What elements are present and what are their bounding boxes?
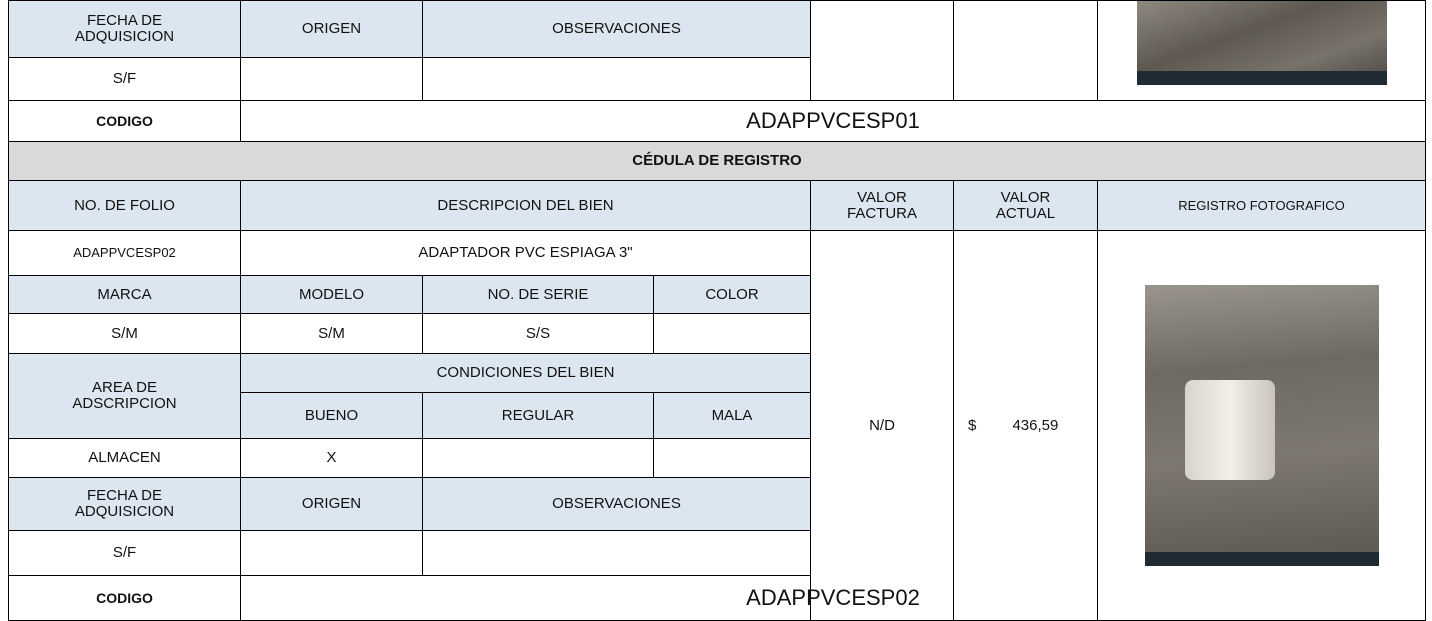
cell [953,0,1098,101]
cell: S/S [422,313,654,354]
header-cell: BUENO [240,392,423,439]
label: VALOR FACTURA [846,188,917,222]
header-cell: CONDICIONES DEL BIEN [240,353,811,393]
header-cell: MODELO [240,275,423,314]
cell: S/F [8,530,241,576]
cell: X [240,438,423,478]
code-label: CODIGO [8,100,241,142]
header-cell: OBSERVACIONES [422,0,811,58]
currency: $ [968,416,977,434]
cell [653,313,811,354]
header-cell: VALOR ACTUAL [953,180,1098,231]
header-cell: REGULAR [422,392,654,439]
current-value-cell: $436,59 [953,230,1098,621]
photo-cell [1097,0,1426,101]
header-cell: MARCA [8,275,241,314]
header-cell: DESCRIPCION DEL BIEN [240,180,811,231]
registry-sheet: FECHA DE ADQUISICION ORIGEN OBSERVACIONE… [8,0,1426,621]
code-label: CODIGO [8,575,241,621]
cell [240,530,423,576]
cell: ALMACEN [8,438,241,478]
photo [1144,285,1379,566]
code: ADAPPVCESP02 [240,575,1426,621]
header-cell: REGISTRO FOTOGRAFICO [1097,180,1426,231]
header-cell: FECHA DE ADQUISICION [8,0,241,58]
cell [422,530,811,576]
cell: S/F [8,57,241,101]
photo-cell [1097,230,1426,621]
cell [422,438,654,478]
cell [810,0,954,101]
header-cell: AREA DE ADSCRIPCION [8,353,241,439]
cell [422,57,811,101]
label: AREA DE ADSCRIPCION [72,379,177,412]
cell: S/M [8,313,241,354]
cell: S/M [240,313,423,354]
folio: ADAPPVCESP02 [8,230,241,276]
photo-bar [1144,552,1379,566]
header-cell: ORIGEN [240,0,423,58]
header-cell: NO. DE FOLIO [8,180,241,231]
current-value: 436,59 [1012,416,1059,434]
photo-object [1184,380,1275,480]
header-cell: ORIGEN [240,477,423,531]
cell [653,438,811,478]
code: ADAPPVCESP01 [240,100,1426,142]
label: VALOR ACTUAL [995,188,1056,222]
invoice-value: N/D [810,230,954,621]
header-cell: MALA [653,392,811,439]
photo [1136,1,1387,85]
header-cell: VALOR FACTURA [810,180,954,231]
cell [240,57,423,101]
header-cell: OBSERVACIONES [422,477,811,531]
header-cell: NO. DE SERIE [422,275,654,314]
description: ADAPTADOR PVC ESPIAGA 3" [240,230,811,276]
label: FECHA DE ADQUISICION [74,12,175,45]
photo-bar [1136,71,1387,85]
section-title: CÉDULA DE REGISTRO [8,141,1426,181]
label: FECHA DE ADQUISICION [74,487,175,520]
header-cell: COLOR [653,275,811,314]
header-cell: FECHA DE ADQUISICION [8,477,241,531]
